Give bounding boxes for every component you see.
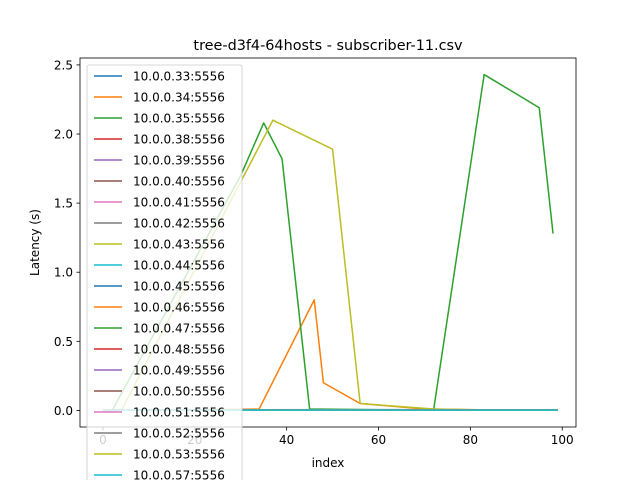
x-tick-label: 60: [371, 433, 386, 447]
x-axis-label: index: [312, 456, 345, 470]
y-axis-label: Latency (s): [28, 209, 42, 276]
legend-entry: 10.0.0.49:5556: [133, 364, 225, 378]
legend-entry: 10.0.0.41:5556: [133, 196, 225, 210]
plot-frame: [79, 57, 577, 428]
y-tick-label: 0.5: [54, 335, 73, 349]
legend-frame: [86, 64, 243, 480]
legend-entry: 10.0.0.42:5556: [133, 217, 225, 231]
legend-entry: 10.0.0.35:5556: [133, 112, 225, 126]
legend-entry: 10.0.0.48:5556: [133, 343, 225, 357]
legend-entry: 10.0.0.46:5556: [133, 301, 225, 315]
y-tick-label: 2.0: [54, 128, 73, 142]
legend-entry: 10.0.0.52:5556: [133, 427, 225, 441]
legend-entry: 10.0.0.44:5556: [133, 259, 225, 273]
legend-entry: 10.0.0.57:5556: [133, 469, 225, 480]
legend-entry: 10.0.0.43:5556: [133, 238, 225, 252]
x-tick-label: 40: [279, 433, 294, 447]
legend-entry: 10.0.0.38:5556: [133, 133, 225, 147]
y-tick-label: 1.0: [54, 266, 73, 280]
legend-entry: 10.0.0.47:5556: [133, 322, 225, 336]
x-tick-label: 100: [551, 433, 574, 447]
legend-entry: 10.0.0.45:5556: [133, 280, 225, 294]
y-tick-label: 1.5: [54, 197, 73, 211]
legend: 10.0.0.33:5556 10.0.0.34:5556 10.0.0.35:55…: [86, 64, 243, 480]
legend-entry: 10.0.0.33:5556: [133, 70, 225, 84]
legend-entry: 10.0.0.50:5556: [133, 385, 225, 399]
legend-entry: 10.0.0.51:5556: [133, 406, 225, 420]
y-axis-ticks: 0.0 0.5 1.0 1.5 2.0 2.5: [54, 58, 80, 418]
legend-entry: 10.0.0.34:5556: [133, 91, 225, 105]
legend-entry: 10.0.0.53:5556: [133, 448, 225, 462]
y-tick-label: 2.5: [54, 58, 73, 72]
legend-entry: 10.0.0.39:5556: [133, 154, 225, 168]
series-line-9: [120, 119, 471, 411]
legend-entry: 10.0.0.40:5556: [133, 175, 225, 189]
chart-title: tree-d3f4-64hosts - subscriber-11.csv: [193, 38, 463, 54]
x-tick-label: 80: [463, 433, 478, 447]
y-tick-label: 0.0: [54, 404, 73, 418]
